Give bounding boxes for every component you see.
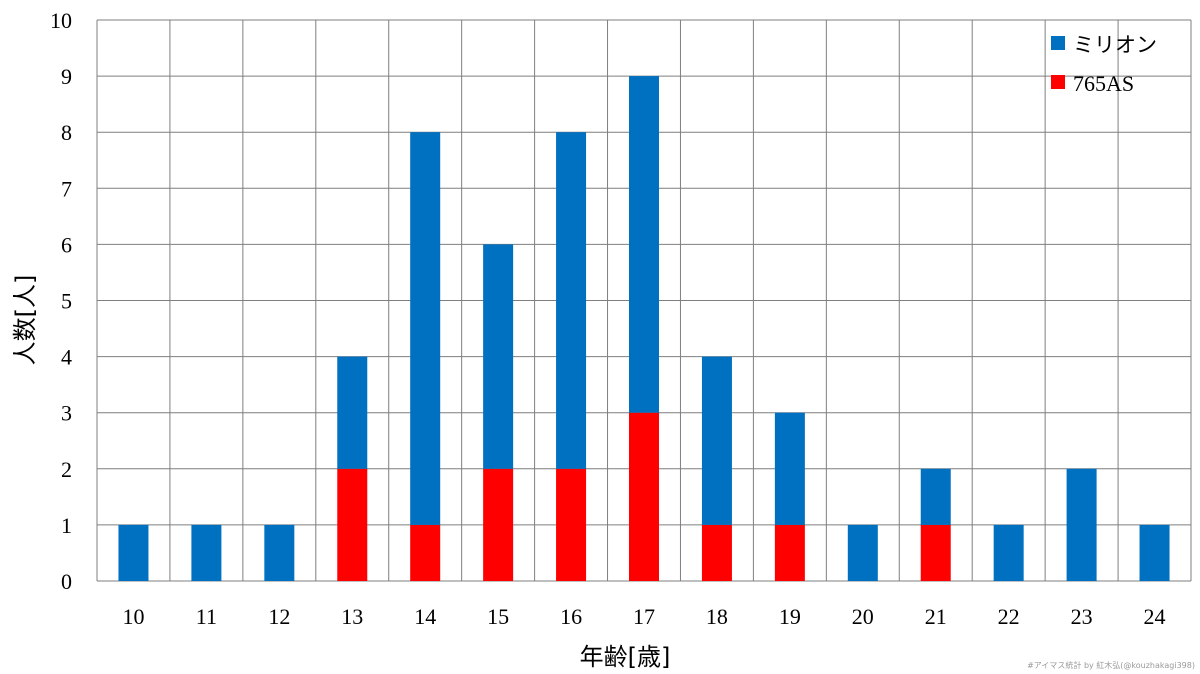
- bar-765as-14: [410, 524, 441, 581]
- x-tick-labels: 10 11 12 13 14 15 16 17 18 19 20 21 22 23 24: [122, 604, 1165, 629]
- legend-swatch-million: [1051, 36, 1065, 50]
- bar-million-13: [337, 356, 368, 469]
- x-tick-label: 21: [925, 604, 947, 629]
- x-tick-label: 23: [1071, 604, 1093, 629]
- bar-million-16: [556, 132, 587, 469]
- y-axis-title: 人数[人]: [11, 275, 39, 366]
- x-tick-label: 14: [414, 604, 436, 629]
- bar-765as-16: [556, 468, 587, 581]
- legend: ミリオン 765AS: [1051, 33, 1157, 96]
- bar-765as-17: [629, 412, 659, 581]
- x-axis-title: 年齢[歳]: [580, 643, 671, 671]
- y-tick-label: 0: [61, 569, 72, 594]
- legend-label-765as: 765AS: [1073, 71, 1134, 96]
- bar-765as-21: [920, 524, 951, 581]
- bar-million-23: [1066, 468, 1097, 581]
- bar-million-19: [774, 412, 805, 525]
- x-tick-label: 24: [1144, 604, 1166, 629]
- x-tick-label: 17: [633, 604, 655, 629]
- y-tick-labels: 0 1 2 3 4 5 6 7 8 9 10: [50, 8, 72, 594]
- y-tick-label: 1: [61, 513, 72, 538]
- bar-million-24: [1139, 524, 1170, 581]
- y-tick-label: 5: [61, 289, 72, 314]
- bar-million-22: [993, 524, 1024, 581]
- y-tick-label: 8: [61, 120, 72, 145]
- bars: [118, 76, 1170, 581]
- x-tick-label: 15: [487, 604, 509, 629]
- x-tick-label: 22: [998, 604, 1020, 629]
- bar-million-11: [191, 524, 222, 581]
- y-tick-label: 7: [61, 176, 72, 201]
- bar-765as-18: [701, 524, 732, 581]
- bar-million-17: [629, 76, 659, 413]
- x-tick-label: 20: [852, 604, 874, 629]
- y-tick-label: 3: [61, 401, 72, 426]
- x-tick-label: 13: [341, 604, 363, 629]
- legend-label-million: ミリオン: [1073, 33, 1157, 57]
- bar-million-10: [118, 524, 149, 581]
- y-tick-label: 4: [61, 345, 72, 370]
- bar-million-18: [701, 356, 732, 525]
- x-tick-label: 11: [196, 604, 217, 629]
- x-tick-label: 12: [268, 604, 290, 629]
- bar-765as-19: [774, 524, 805, 581]
- grid-lines: [96, 19, 1192, 582]
- y-tick-label: 2: [61, 457, 72, 482]
- bar-million-15: [483, 244, 514, 469]
- x-tick-label: 18: [706, 604, 728, 629]
- bar-million-14: [410, 132, 441, 525]
- y-tick-label: 10: [50, 8, 72, 33]
- y-tick-label: 9: [61, 64, 72, 89]
- y-tick-label: 6: [61, 232, 72, 257]
- bar-million-12: [264, 524, 295, 581]
- x-tick-label: 10: [122, 604, 144, 629]
- legend-swatch-765as: [1051, 75, 1065, 89]
- bar-765as-15: [483, 468, 514, 581]
- credit-text: #アイマス統計 by 紅木弘(@kouzhakagi398): [1027, 660, 1195, 670]
- bar-million-21: [920, 468, 951, 525]
- bar-765as-13: [337, 468, 368, 581]
- bar-million-20: [847, 524, 878, 581]
- x-tick-label: 16: [560, 604, 582, 629]
- x-tick-label: 19: [779, 604, 801, 629]
